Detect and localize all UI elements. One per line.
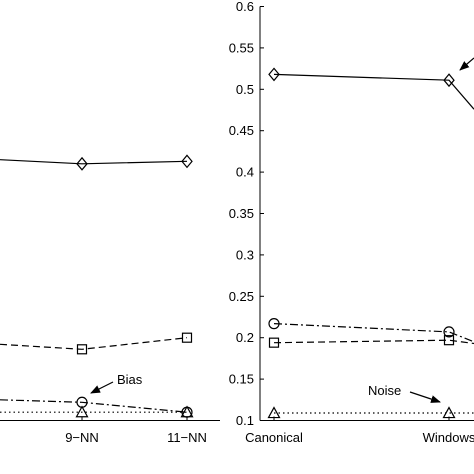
y-tick-label: 0.25 xyxy=(229,289,254,304)
annotation-label: Noise xyxy=(368,383,401,398)
y-tick-label: 0.35 xyxy=(229,206,254,221)
left-panel: 9−NN 11−NN Bias xyxy=(0,154,220,445)
x-tick-label: 9−NN xyxy=(65,430,99,445)
annotation-arrow xyxy=(409,391,441,403)
data-point-circle xyxy=(268,318,280,330)
y-tick-label: 0.45 xyxy=(229,123,254,138)
data-point-triangle xyxy=(267,406,281,419)
data-point-diamond xyxy=(268,67,280,82)
data-point-square xyxy=(443,335,455,346)
series-line-circle xyxy=(0,399,188,413)
data-point-triangle xyxy=(75,405,89,418)
y-tick-label: 0.15 xyxy=(229,372,254,387)
data-point-diamond xyxy=(443,73,455,88)
data-point-circle xyxy=(443,326,455,338)
annotation-arrow-partial xyxy=(459,57,474,71)
right-panel: 0.1 0.15 0.2 0.25 0.3 0.35 0.4 0.45 0.5 0.55 0.6 Ca… xyxy=(229,0,474,445)
series-line-diamond xyxy=(0,159,188,165)
y-tick-label: 0.1 xyxy=(236,413,254,428)
series-line-square xyxy=(0,337,188,350)
annotation-arrow xyxy=(90,381,114,394)
data-point-square xyxy=(76,344,88,355)
y-tick-label: 0.55 xyxy=(229,40,254,55)
x-tick-label: Canonical xyxy=(245,430,303,445)
y-tick-label: 0.2 xyxy=(236,330,254,345)
series-line-diamond xyxy=(273,73,474,110)
y-tick-label: 0.4 xyxy=(236,165,254,180)
data-point-diamond xyxy=(76,156,88,171)
data-point-triangle xyxy=(442,406,456,419)
y-tick-label: 0.5 xyxy=(236,82,254,97)
data-point-square xyxy=(268,337,280,348)
data-point-square xyxy=(181,332,193,343)
x-tick-label: Windows xyxy=(423,430,474,445)
series-line-circle xyxy=(273,323,474,343)
annotation-label: Bias xyxy=(117,372,143,387)
series-line-square xyxy=(273,339,474,345)
y-tick-label: 0.3 xyxy=(236,247,254,262)
x-tick-label: 11−NN xyxy=(167,430,207,445)
data-point-triangle xyxy=(180,405,194,418)
y-tick-label: 0.6 xyxy=(236,0,254,14)
data-point-diamond xyxy=(181,154,193,169)
